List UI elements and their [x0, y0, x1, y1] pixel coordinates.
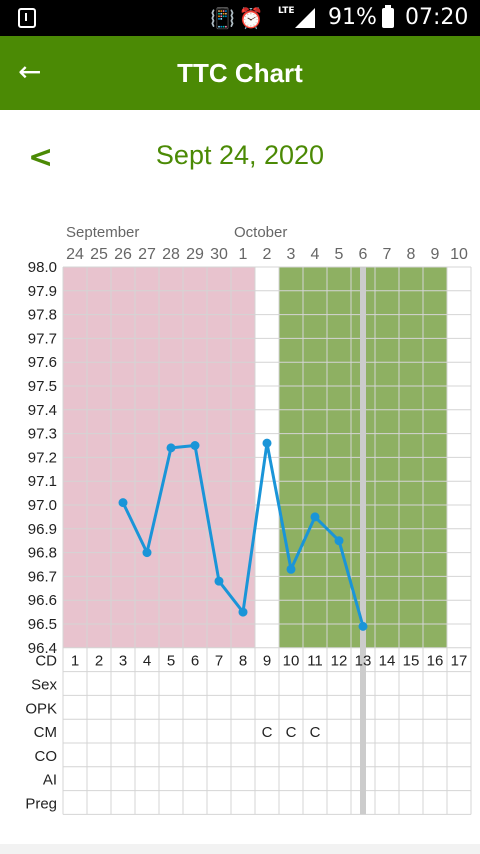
- y-tick-label: 96.8: [28, 545, 57, 562]
- date-label: 2: [263, 246, 272, 263]
- month-label: September: [66, 224, 139, 241]
- signal-icon: [295, 8, 315, 28]
- date-label: 10: [450, 246, 468, 263]
- y-tick-label: 96.9: [28, 521, 57, 538]
- row-label-cd: CD: [35, 653, 57, 670]
- y-tick-label: 96.7: [28, 568, 57, 585]
- y-tick-label: 96.4: [28, 640, 57, 657]
- date-label: 6: [359, 246, 368, 263]
- previous-date-button[interactable]: <: [28, 140, 54, 175]
- cm-cell: C: [286, 724, 297, 741]
- temperature-point: [334, 536, 344, 546]
- y-tick-label: 97.8: [28, 307, 57, 324]
- y-tick-label: 98.0: [28, 259, 57, 276]
- temperature-point: [262, 438, 272, 448]
- cycle-day-label: 7: [215, 653, 223, 670]
- temperature-point: [214, 576, 224, 586]
- cycle-day-label: 8: [239, 653, 247, 670]
- date-label: 9: [431, 246, 440, 263]
- row-label-cm: CM: [34, 724, 57, 741]
- y-tick-label: 97.6: [28, 354, 57, 371]
- cycle-day-label: 5: [167, 653, 175, 670]
- temperature-point: [286, 564, 296, 574]
- download-icon: [18, 8, 36, 28]
- y-tick-label: 96.6: [28, 592, 57, 609]
- date-label: 26: [114, 246, 132, 263]
- y-tick-label: 97.1: [28, 473, 57, 490]
- temperature-point: [238, 607, 248, 617]
- date-label: 30: [210, 246, 228, 263]
- cycle-day-label: 15: [403, 653, 420, 670]
- date-label: 8: [407, 246, 416, 263]
- date-label: 24: [66, 246, 84, 263]
- clock: 07:20: [405, 5, 469, 30]
- cycle-day-label: 17: [451, 653, 468, 670]
- cycle-day-label: 13: [355, 653, 372, 670]
- cycle-day-label: 14: [379, 653, 396, 670]
- battery-percent: 91%: [328, 5, 377, 30]
- cycle-day-label: 9: [263, 653, 271, 670]
- today-marker: [360, 267, 366, 815]
- temperature-point: [310, 512, 320, 522]
- row-label-co: CO: [35, 748, 58, 765]
- temperature-point: [190, 441, 200, 450]
- cycle-day-label: 12: [331, 653, 348, 670]
- temperature-point: [358, 621, 368, 631]
- row-label-preg: Preg: [25, 796, 57, 813]
- y-tick-label: 96.5: [28, 616, 57, 633]
- temperature-point: [142, 548, 152, 558]
- cycle-day-label: 16: [427, 653, 444, 670]
- battery-icon: [382, 5, 394, 28]
- row-label-sex: Sex: [31, 677, 57, 694]
- y-tick-label: 97.4: [28, 402, 57, 419]
- temperature-point: [166, 443, 176, 453]
- date-navigator: < Sept 24, 2020: [0, 130, 480, 180]
- date-label: 29: [186, 246, 204, 263]
- date-label: 28: [162, 246, 180, 263]
- y-tick-label: 97.2: [28, 449, 57, 466]
- cycle-day-label: 6: [191, 653, 199, 670]
- page-title: TTC Chart: [177, 58, 303, 88]
- y-tick-label: 97.0: [28, 497, 57, 514]
- date-label: 1: [239, 246, 248, 263]
- y-tick-label: 97.7: [28, 330, 57, 347]
- date-label: 5: [335, 246, 344, 263]
- cm-cell: C: [310, 724, 321, 741]
- date-label: 4: [311, 246, 320, 263]
- network-type: LTE: [278, 6, 295, 16]
- month-label: October: [234, 224, 287, 241]
- date-label: 25: [90, 246, 108, 263]
- cycle-day-label: 1: [71, 653, 79, 670]
- arrow-left-icon[interactable]: ←: [18, 55, 42, 88]
- vibrate-alarm-icons: 📳⏰: [210, 6, 268, 30]
- current-date: Sept 24, 2020: [155, 140, 325, 170]
- y-tick-label: 97.9: [28, 283, 57, 300]
- date-label: 3: [287, 246, 296, 263]
- date-label: 7: [383, 246, 392, 263]
- row-label-ai: AI: [43, 772, 57, 789]
- status-bar: 📳⏰ LTE 91% 07:20: [0, 0, 480, 36]
- date-label: 27: [138, 246, 156, 263]
- cycle-day-label: 11: [307, 653, 323, 670]
- cycle-day-label: 3: [119, 653, 127, 670]
- app-bar: ← TTC Chart: [0, 36, 480, 110]
- footer-strip: [0, 844, 480, 854]
- cycle-day-label: 10: [283, 653, 300, 670]
- temperature-point: [118, 498, 128, 508]
- cycle-day-label: 4: [143, 653, 151, 670]
- cm-cell: C: [262, 724, 273, 741]
- y-tick-label: 97.3: [28, 426, 57, 443]
- y-tick-label: 97.5: [28, 378, 57, 395]
- cycle-day-label: 2: [95, 653, 103, 670]
- row-label-opk: OPK: [25, 700, 57, 717]
